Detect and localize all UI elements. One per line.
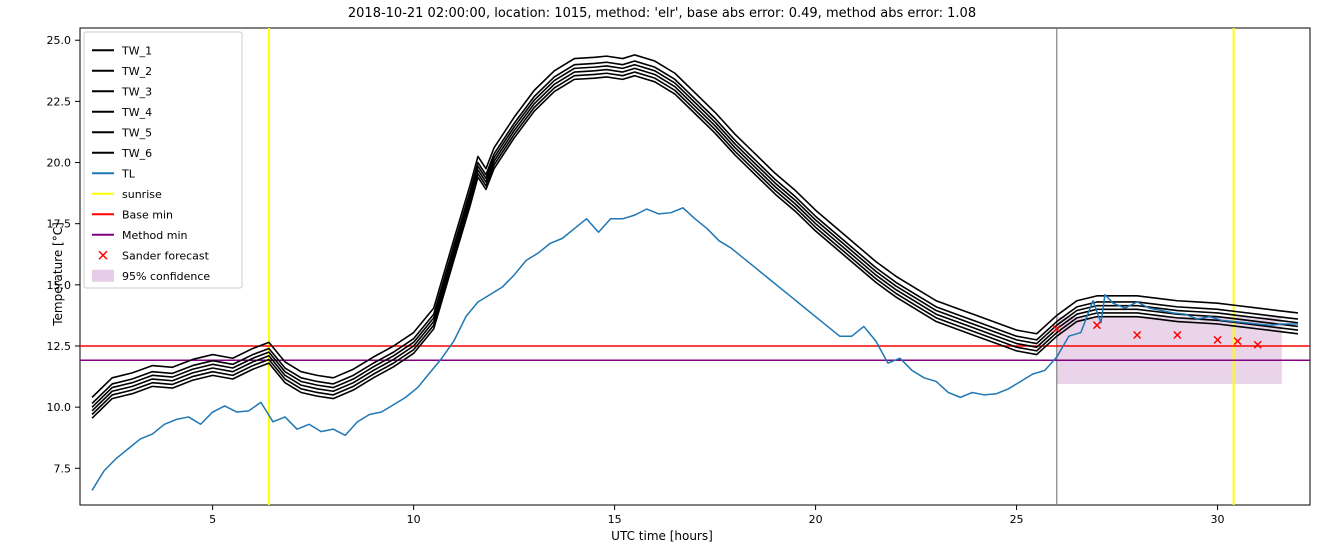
svg-text:TW_6: TW_6: [121, 147, 152, 160]
svg-text:TW_2: TW_2: [121, 65, 152, 78]
svg-text:25: 25: [1010, 513, 1024, 526]
svg-text:95% confidence: 95% confidence: [122, 270, 210, 283]
svg-text:15.0: 15.0: [47, 279, 72, 292]
svg-text:15: 15: [608, 513, 622, 526]
svg-text:Method min: Method min: [122, 229, 188, 242]
svg-text:12.5: 12.5: [47, 340, 72, 353]
svg-text:TL: TL: [121, 167, 136, 180]
chart-container: 2018-10-21 02:00:00, location: 1015, met…: [0, 0, 1324, 547]
chart-svg: 5 10 15 20 25 30 7.5 10.0 12.5 15.0 17.5 20.0 22.5 25…: [0, 0, 1324, 547]
svg-text:Base min: Base min: [122, 208, 173, 221]
svg-text:10.0: 10.0: [47, 401, 72, 414]
svg-text:TW_4: TW_4: [121, 106, 152, 119]
svg-text:17.5: 17.5: [47, 218, 72, 231]
svg-text:25.0: 25.0: [47, 34, 72, 47]
svg-text:20: 20: [809, 513, 823, 526]
svg-text:20.0: 20.0: [47, 157, 72, 170]
svg-text:TW_3: TW_3: [121, 85, 152, 98]
svg-text:7.5: 7.5: [54, 462, 72, 475]
svg-text:5: 5: [209, 513, 216, 526]
svg-text:22.5: 22.5: [47, 95, 72, 108]
svg-text:30: 30: [1211, 513, 1225, 526]
svg-text:sunrise: sunrise: [122, 188, 162, 201]
svg-text:TW_1: TW_1: [121, 44, 152, 57]
svg-text:Sander forecast: Sander forecast: [122, 249, 210, 262]
svg-text:TW_5: TW_5: [121, 126, 152, 139]
svg-text:10: 10: [407, 513, 421, 526]
